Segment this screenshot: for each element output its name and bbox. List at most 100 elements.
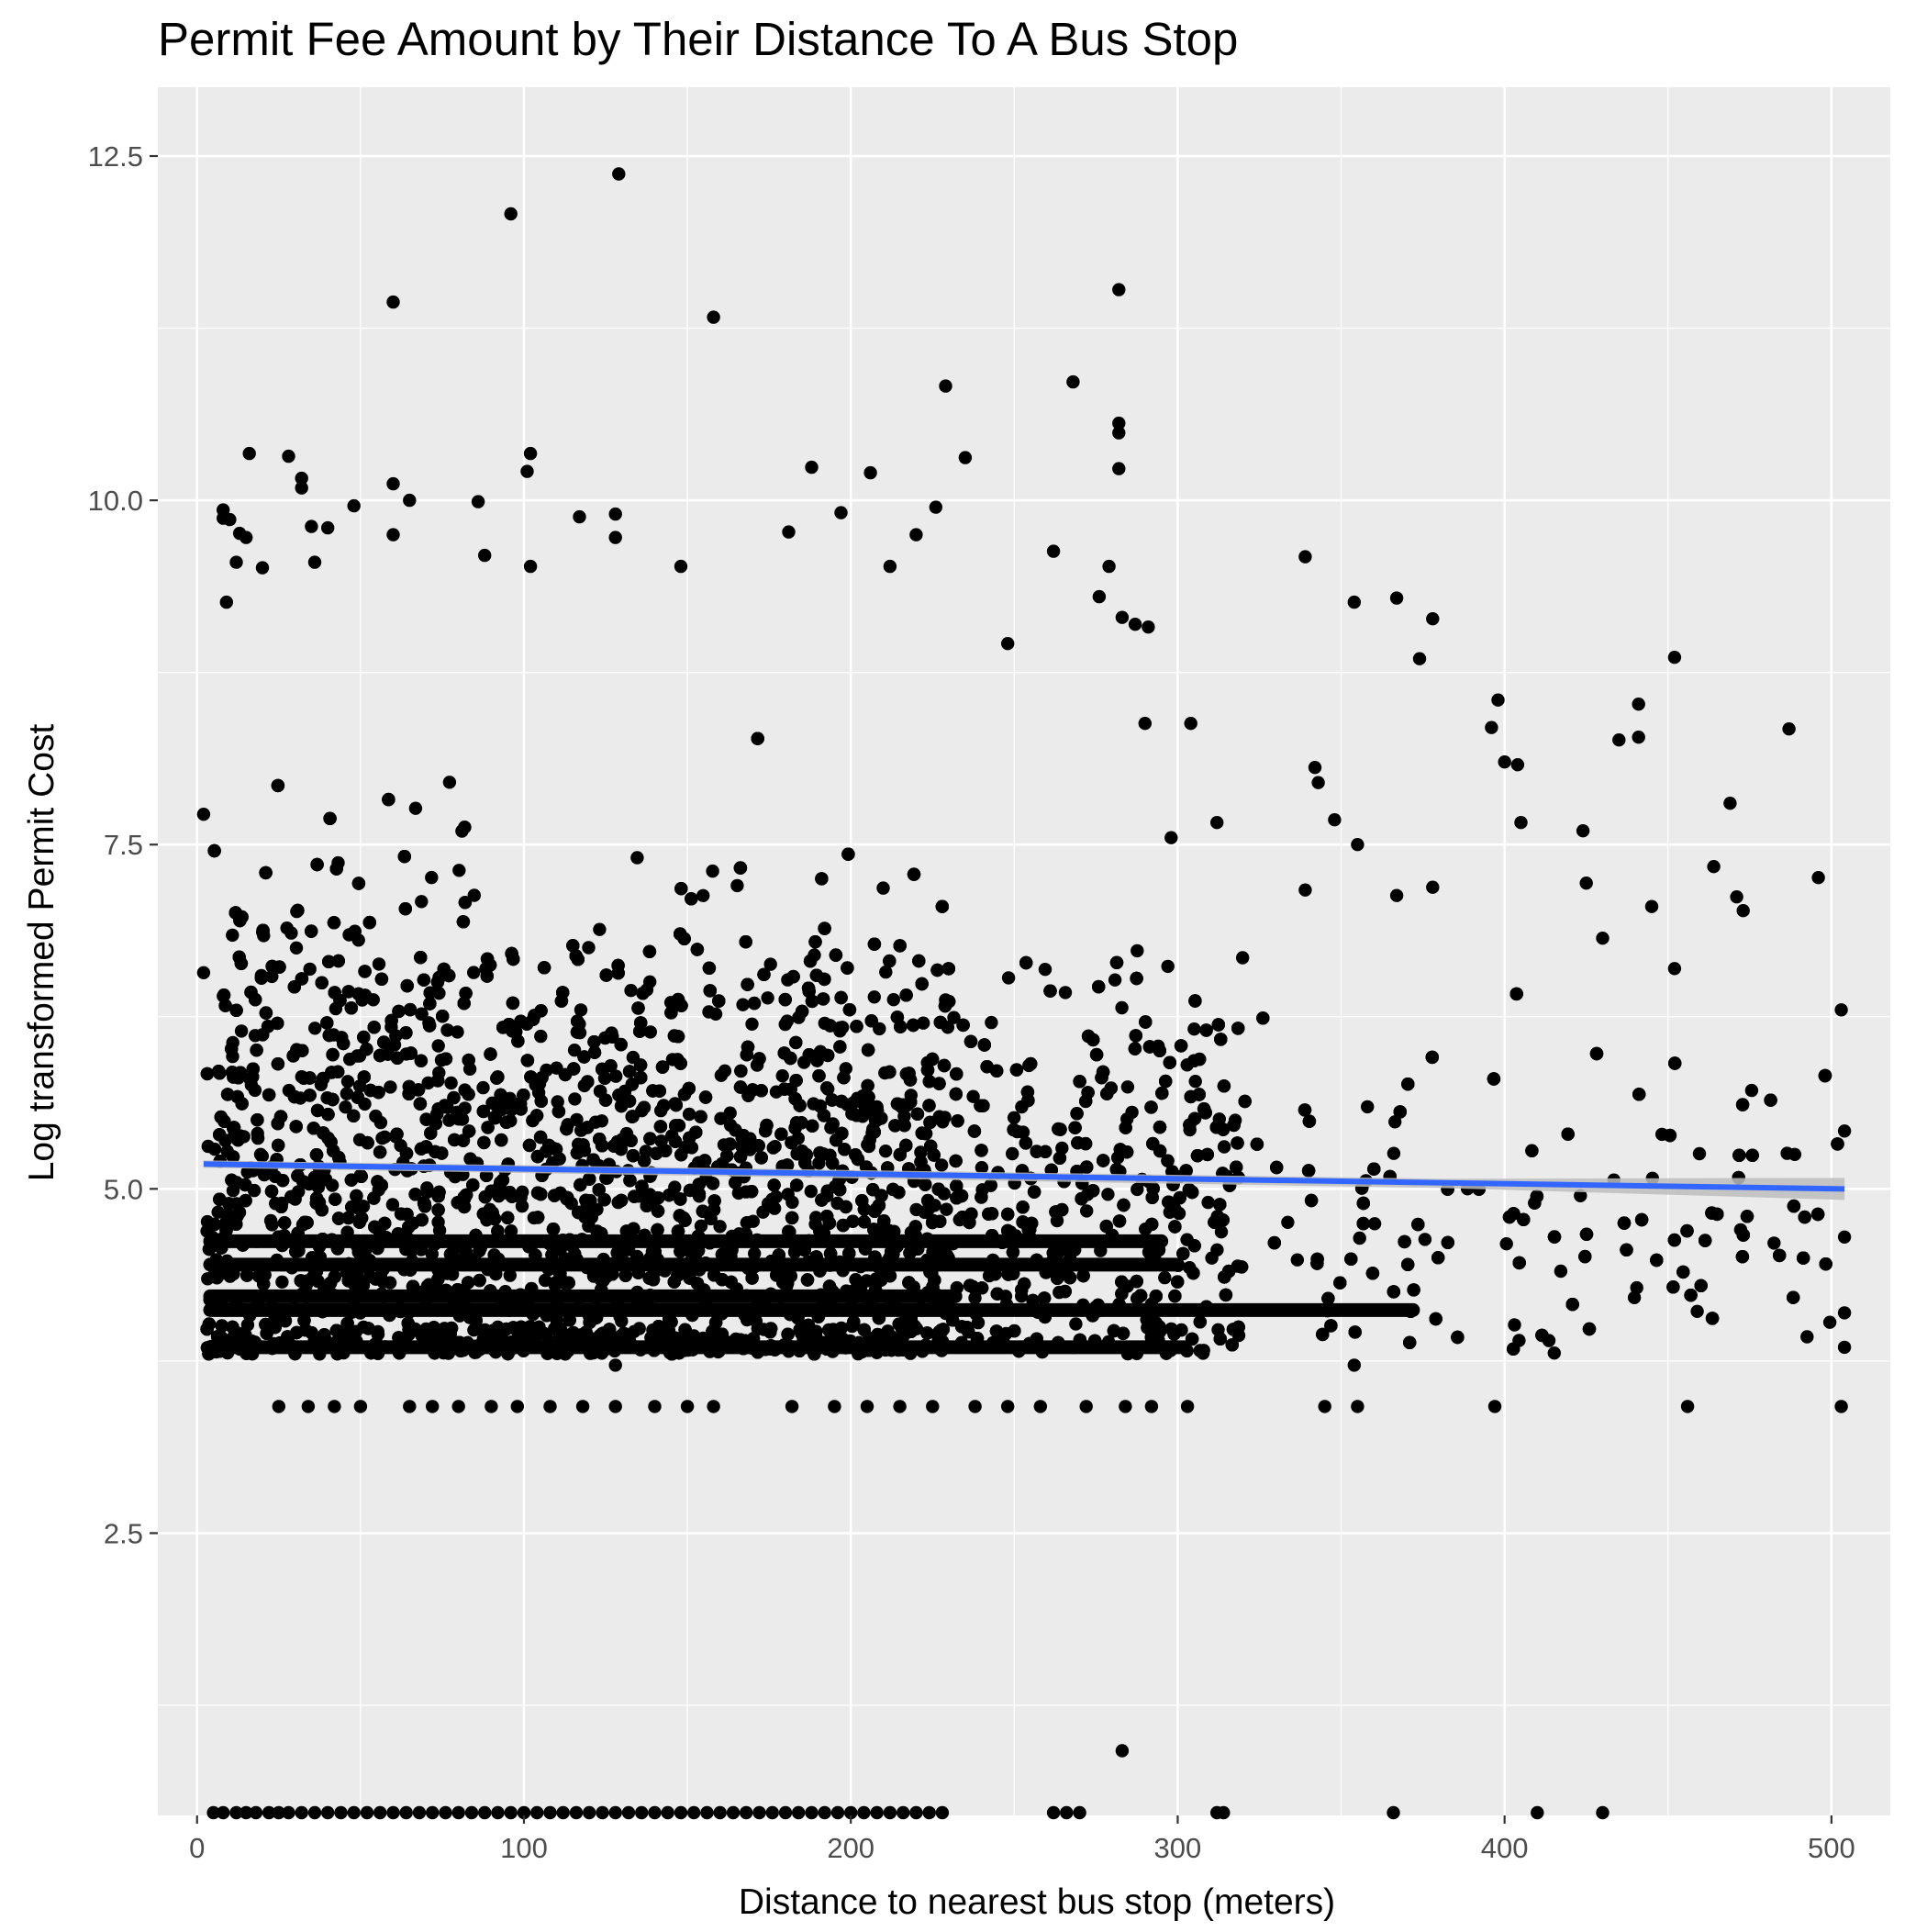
- data-point: [1060, 1806, 1073, 1819]
- data-point: [985, 1016, 997, 1029]
- data-point: [1201, 1196, 1214, 1209]
- data-point: [863, 466, 876, 479]
- plot-panel: [158, 87, 1890, 1815]
- data-point: [1838, 1124, 1851, 1137]
- data-point: [534, 1030, 547, 1043]
- data-point: [1185, 717, 1197, 730]
- data-point: [295, 1806, 308, 1819]
- data-point: [674, 1806, 687, 1819]
- data-point: [879, 1145, 892, 1157]
- data-point: [403, 1400, 416, 1413]
- data-point: [1121, 1080, 1134, 1093]
- data-point: [1390, 591, 1403, 604]
- data-point: [426, 1400, 439, 1413]
- data-point: [635, 1806, 648, 1819]
- data-point: [1102, 560, 1115, 573]
- data-point: [1142, 1234, 1154, 1247]
- data-point: [1353, 1232, 1366, 1245]
- data-point: [1145, 1400, 1158, 1413]
- data-point: [1745, 1084, 1758, 1097]
- data-point: [1612, 733, 1625, 746]
- data-point: [876, 881, 889, 894]
- data-point: [543, 1400, 556, 1413]
- data-point: [273, 1400, 285, 1413]
- data-point: [229, 555, 242, 568]
- data-point: [1320, 1304, 1333, 1317]
- data-point: [557, 1806, 570, 1819]
- data-point: [505, 1806, 518, 1819]
- data-point: [609, 1358, 622, 1371]
- data-point: [282, 450, 295, 463]
- data-point: [1115, 1001, 1128, 1014]
- data-point: [504, 1268, 517, 1281]
- data-point: [1767, 1236, 1780, 1249]
- data-point: [341, 1075, 354, 1088]
- data-point: [959, 451, 972, 463]
- data-point: [243, 1309, 256, 1322]
- data-point: [936, 1806, 949, 1819]
- data-point: [328, 1400, 340, 1413]
- data-point: [986, 1254, 999, 1267]
- data-point: [674, 560, 687, 573]
- data-point: [1491, 694, 1504, 707]
- data-point: [930, 500, 942, 513]
- data-point: [265, 1218, 278, 1231]
- data-point: [648, 1400, 661, 1413]
- data-point: [782, 525, 795, 538]
- data-point: [302, 1400, 315, 1413]
- data-point: [752, 1806, 765, 1819]
- data-point: [715, 1069, 728, 1082]
- data-point: [1291, 1254, 1304, 1267]
- data-point: [1632, 698, 1645, 710]
- data-point: [1205, 1252, 1218, 1265]
- data-point: [1080, 1400, 1093, 1413]
- data-point: [1073, 1806, 1086, 1819]
- data-point: [197, 966, 210, 979]
- data-point: [373, 1806, 386, 1819]
- data-point: [217, 511, 229, 524]
- data-point: [596, 1114, 608, 1127]
- data-point: [1387, 1806, 1399, 1819]
- data-point: [633, 1322, 646, 1335]
- data-point: [415, 895, 428, 908]
- data-point: [745, 1018, 758, 1031]
- data-point: [1311, 776, 1324, 789]
- data-point: [681, 1400, 694, 1413]
- data-point: [308, 1806, 321, 1819]
- data-point: [573, 510, 585, 523]
- data-point: [1328, 813, 1341, 826]
- data-point: [1348, 596, 1361, 609]
- data-point: [683, 1108, 696, 1121]
- data-point: [476, 1081, 489, 1094]
- data-point: [308, 555, 321, 568]
- data-point: [1361, 1100, 1374, 1113]
- data-point: [1348, 1358, 1361, 1371]
- data-point: [766, 1806, 779, 1819]
- data-point: [700, 1806, 713, 1819]
- data-point: [1811, 871, 1824, 884]
- data-point: [373, 957, 385, 970]
- data-point: [1707, 860, 1720, 873]
- data-point: [282, 1806, 295, 1819]
- data-point: [465, 1806, 478, 1819]
- data-point: [926, 1400, 939, 1413]
- data-point: [909, 528, 922, 541]
- data-point: [727, 1806, 740, 1819]
- data-point: [1142, 620, 1154, 633]
- data-point: [779, 1806, 792, 1819]
- data-point: [819, 1806, 831, 1819]
- data-point: [290, 942, 303, 955]
- data-point: [622, 1806, 635, 1819]
- data-point: [624, 984, 637, 997]
- chart-title: Permit Fee Amount by Their Distance To A…: [158, 13, 1238, 65]
- data-point: [334, 1806, 347, 1819]
- data-point: [409, 802, 422, 815]
- data-point: [1426, 612, 1439, 625]
- data-point: [868, 990, 881, 1003]
- data-point: [1108, 974, 1121, 987]
- data-point: [1006, 1147, 1019, 1160]
- data-point: [707, 310, 719, 323]
- data-point: [305, 519, 317, 532]
- data-point: [1681, 1400, 1694, 1413]
- data-point: [1838, 1231, 1851, 1244]
